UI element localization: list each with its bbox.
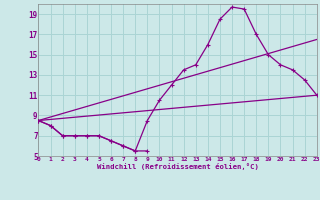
X-axis label: Windchill (Refroidissement éolien,°C): Windchill (Refroidissement éolien,°C) (97, 163, 259, 170)
